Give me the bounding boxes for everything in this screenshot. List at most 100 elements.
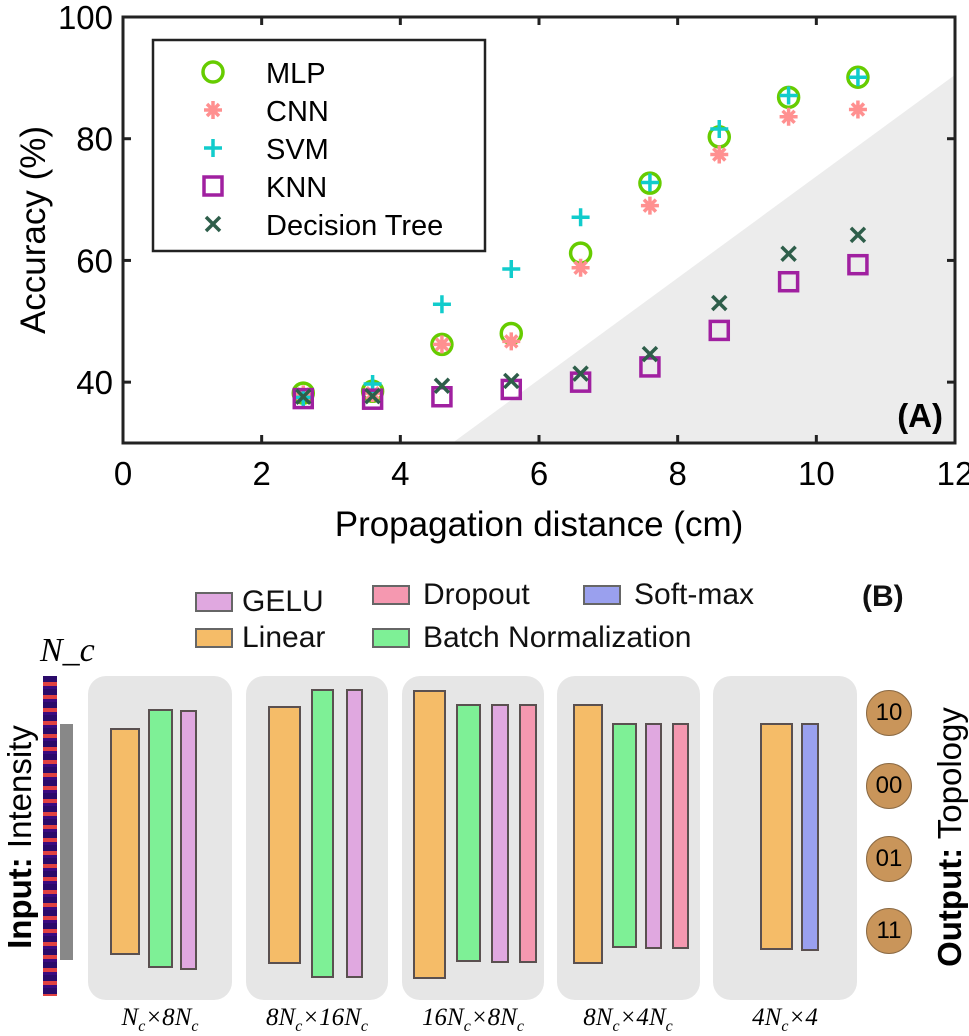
y-tick-label: 80: [76, 121, 113, 158]
data-point-decision-tree: [711, 294, 728, 312]
legend-label: KNN: [266, 172, 327, 204]
data-point-svm: [640, 173, 659, 192]
x-axis-label: Propagation distance (cm): [335, 505, 744, 544]
legend-label: Decision Tree: [266, 210, 443, 242]
legend-swatch-linear: [195, 628, 233, 648]
x-tick-label: 8: [668, 455, 686, 492]
y-axis-label: Accuracy (%): [14, 126, 53, 334]
input-size-symbol: N_c: [40, 632, 95, 669]
y-tick-label: 100: [58, 0, 113, 36]
output-node: 01: [866, 836, 912, 882]
data-point-svm: [848, 68, 867, 87]
data-point-svm: [502, 259, 521, 278]
batchnorm-bar: [148, 709, 173, 968]
legend-label-softmax: Soft-max: [634, 578, 755, 611]
x-tick-label: 6: [530, 455, 548, 492]
y-tick-label: 40: [76, 364, 113, 401]
output-node: 11: [866, 908, 912, 954]
dropout-bar: [672, 723, 689, 949]
panel-label-b: (B): [862, 580, 904, 613]
data-point-knn: [292, 387, 315, 410]
input-intensity-strip: [43, 676, 57, 996]
legend-swatch-gelu: [195, 592, 233, 612]
input-label: Input: Intensity: [1, 667, 39, 1007]
data-point-cnn: [710, 145, 729, 164]
data-point-mlp: [638, 171, 662, 195]
output-label-text: Topology: [931, 707, 968, 840]
data-point-knn: [639, 356, 661, 378]
output-node: 00: [866, 763, 912, 809]
linear-bar: [760, 723, 793, 950]
y-tick-label: 60: [76, 242, 113, 279]
data-point-decision-tree: [433, 377, 451, 395]
data-point-cnn: [571, 258, 590, 277]
data-point-cnn: [432, 335, 451, 354]
data-point-mlp: [430, 332, 454, 357]
data-point-decision-tree: [503, 372, 520, 390]
dim-label: 16Nc×8Nc: [422, 1004, 524, 1035]
legend-label-linear: Linear: [242, 621, 326, 654]
data-point-decision-tree: [295, 388, 312, 405]
input-label-bold: Input:: [1, 857, 38, 949]
data-point-knn: [708, 319, 731, 342]
gelu-bar: [180, 710, 197, 970]
data-point-decision-tree: [364, 387, 381, 405]
dim-label: Nc×8Nc: [121, 1004, 199, 1035]
shaded-region: [452, 74, 955, 444]
softmax-bar: [801, 723, 819, 951]
legend-label: SVM: [266, 134, 329, 166]
data-point-svm: [432, 295, 451, 314]
panel-label-a: (A): [897, 397, 943, 434]
output-label: Output: Topology: [931, 667, 969, 1007]
x-tick-label: 2: [252, 455, 270, 492]
legend-marker: [204, 215, 222, 233]
legend-label-gelu: GELU: [242, 585, 324, 618]
dim-label: 8Nc×16Nc: [266, 1004, 368, 1035]
dropout-bar: [519, 704, 537, 963]
batchnorm-bar: [456, 704, 481, 962]
x-tick-label: 10: [798, 455, 835, 492]
data-point-knn: [361, 388, 384, 410]
legend-label-dropout: Dropout: [423, 578, 530, 611]
legend-swatch-batchnorm: [372, 628, 410, 648]
gelu-bar: [346, 689, 363, 978]
gelu-bar: [491, 704, 509, 963]
legend-swatch-dropout: [372, 585, 410, 605]
legend-label-batchnorm: Batch Normalization: [423, 621, 692, 654]
legend-label: MLP: [266, 58, 326, 90]
data-point-cnn: [848, 100, 867, 119]
scatter-chart: 0 2 4 6 8 10 12 40 60 80 100 Propagation distance (…: [14, 0, 969, 544]
legend-marker: [204, 139, 222, 157]
linear-bar: [413, 690, 446, 979]
legend-marker: [204, 101, 222, 119]
legend-marker: [202, 175, 224, 197]
x-tick-label: 4: [391, 455, 409, 492]
output-label-bold: Output:: [931, 847, 968, 967]
output-node: 10: [866, 690, 912, 736]
linear-bar: [110, 728, 140, 955]
batchnorm-bar: [311, 689, 334, 978]
legend-swatch-softmax: [583, 585, 621, 605]
data-point-svm: [571, 208, 590, 227]
data-point-cnn: [363, 384, 382, 403]
data-point-knn: [847, 253, 869, 276]
data-point-knn: [777, 270, 800, 293]
data-point-decision-tree: [849, 226, 867, 244]
legend-marker: [201, 60, 225, 84]
x-tick-label: 0: [114, 455, 132, 492]
dim-label: 8Nc×4Nc: [583, 1004, 673, 1035]
x-tick-label: 12: [937, 455, 969, 492]
gelu-bar: [645, 723, 662, 949]
batchnorm-bar: [612, 723, 637, 948]
data-point-svm: [779, 86, 798, 105]
data-point-mlp: [846, 65, 870, 89]
legend-box: [151, 38, 487, 253]
input-bar: [60, 724, 73, 960]
data-point-cnn: [640, 196, 659, 215]
linear-bar: [268, 706, 301, 964]
data-point-decision-tree: [572, 365, 589, 382]
dim-label: 4Nc×4: [752, 1004, 818, 1035]
legend-label: CNN: [266, 96, 329, 128]
input-label-text: Intensity: [1, 725, 38, 849]
